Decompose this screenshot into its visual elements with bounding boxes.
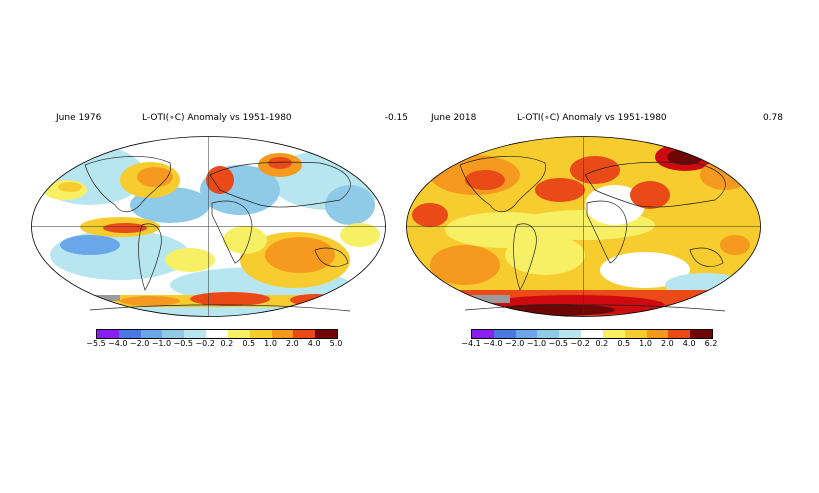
colorbar-swatch <box>581 330 603 338</box>
colorbar-tick: 2.0 <box>660 339 674 348</box>
anomaly-map <box>406 136 761 317</box>
panel-title: L-OTI(∘C) Anomaly vs 1951-1980 <box>517 113 667 123</box>
colorbar-ticks: −5.5 −4.0 −2.0 −1.0 −0.5 −0.2 0.2 0.5 1.… <box>86 339 342 349</box>
panel-title: L-OTI(∘C) Anomaly vs 1951-1980 <box>142 113 292 123</box>
colorbar-tick: −0.2 <box>570 339 590 348</box>
colorbar-tick: 0.5 <box>242 339 256 348</box>
colorbar-tick: 4.0 <box>682 339 696 348</box>
colorbar-tick: −2.0 <box>129 339 150 348</box>
colorbar-tick: −5.5 <box>86 339 106 348</box>
colorbar-swatch <box>537 330 560 338</box>
colorbar-tick: −0.5 <box>548 339 568 348</box>
map-border <box>406 136 761 317</box>
colorbar-tick: −2.0 <box>504 339 525 348</box>
map-panel-1976: June 1976 L-OTI(∘C) Anomaly vs 1951-1980… <box>22 0 422 493</box>
panel-date: June 1976 <box>56 113 102 123</box>
map-border <box>31 136 386 317</box>
colorbar-tick: −0.2 <box>195 339 215 348</box>
colorbar-swatch <box>472 330 494 338</box>
continent-outlines <box>84 156 351 312</box>
colorbar-swatch <box>646 330 669 338</box>
colorbar-tick: 2.0 <box>285 339 299 348</box>
colorbar-tick: −4.1 <box>461 339 481 348</box>
colorbar-tick: 0.5 <box>617 339 631 348</box>
colorbar-tick: 0.2 <box>595 339 609 348</box>
colorbar-tick: 4.0 <box>307 339 321 348</box>
colorbar-swatch <box>602 330 625 338</box>
colorbar-tick: 0.2 <box>220 339 234 348</box>
colorbar-swatch <box>206 330 228 338</box>
colorbar-tick: 1.0 <box>264 339 277 348</box>
colorbar-swatch <box>249 330 272 338</box>
colorbar-swatch <box>271 330 294 338</box>
colorbar-swatch <box>690 330 712 338</box>
colorbar-swatch <box>162 330 185 338</box>
colorbar-swatch <box>293 330 316 338</box>
colorbar <box>96 329 338 339</box>
colorbar-swatch <box>515 330 538 338</box>
colorbar-swatch <box>118 330 141 338</box>
colorbar-swatch <box>184 330 207 338</box>
colorbar-swatch <box>227 330 250 338</box>
colorbar-tick: −4.0 <box>108 339 128 348</box>
colorbar-tick: −4.0 <box>483 339 503 348</box>
colorbar-ticks: −4.1 −4.0 −2.0 −1.0 −0.5 −0.2 0.2 0.5 1.… <box>461 339 717 349</box>
colorbar-swatch <box>493 330 516 338</box>
colorbar-tick: −1.0 <box>526 339 547 348</box>
panel-date: June 2018 <box>431 113 477 123</box>
colorbar-swatch <box>624 330 647 338</box>
colorbar-swatch <box>559 330 582 338</box>
colorbar-tick: −0.5 <box>173 339 193 348</box>
colorbar-swatch <box>140 330 163 338</box>
colorbar-swatch <box>668 330 691 338</box>
anomaly-map <box>31 136 386 317</box>
map-panel-2018: June 2018 L-OTI(∘C) Anomaly vs 1951-1980… <box>397 0 797 493</box>
colorbar-swatch <box>97 330 119 338</box>
continent-outlines <box>459 156 726 312</box>
colorbar <box>471 329 713 339</box>
colorbar-swatch <box>315 330 337 338</box>
colorbar-tick: 1.0 <box>639 339 652 348</box>
global-mean-anomaly: -0.15 <box>384 113 408 123</box>
colorbar-tick: −1.0 <box>151 339 172 348</box>
global-mean-anomaly: 0.78 <box>762 113 783 123</box>
colorbar-tick: 6.2 <box>704 339 718 348</box>
colorbar-tick: 5.0 <box>329 339 343 348</box>
